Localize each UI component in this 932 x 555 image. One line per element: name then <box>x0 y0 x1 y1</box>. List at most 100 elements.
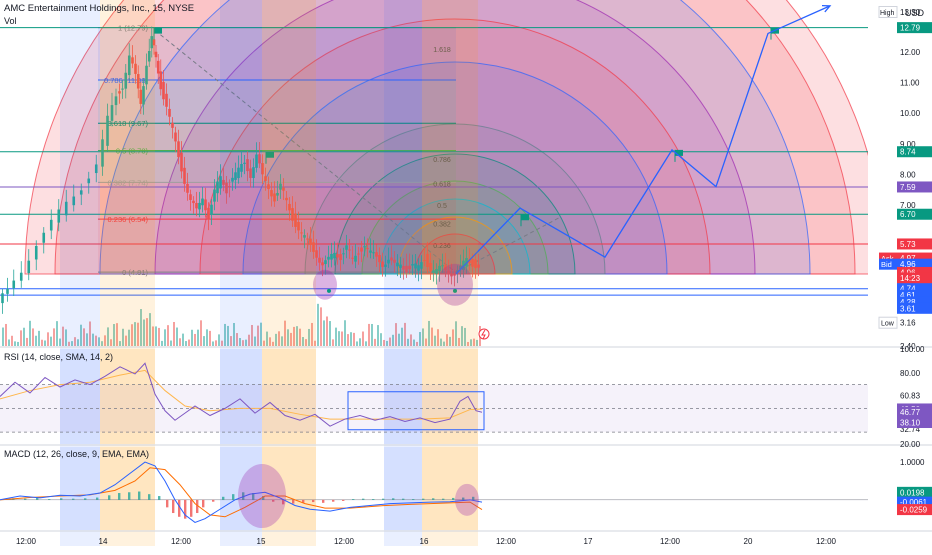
candle-body <box>228 186 231 188</box>
candle-body <box>110 105 114 121</box>
candle-body <box>387 259 390 264</box>
candle-body <box>420 262 423 269</box>
macd-histogram-bar <box>392 498 395 500</box>
macd-label-1: -0.0061 <box>900 498 928 507</box>
highlight-circle-1 <box>313 269 337 300</box>
low-tag-bg <box>878 316 898 329</box>
volume-bar <box>71 341 73 346</box>
volume-bar <box>260 322 262 346</box>
volume-bar <box>425 338 427 346</box>
candle-body <box>174 132 177 142</box>
fib-level-label-0: 1 (12.79) <box>118 24 149 33</box>
candle-body <box>231 177 234 182</box>
price-label-1: 8.74 <box>900 148 916 157</box>
candle-body <box>216 181 219 194</box>
macd-label-0: 0.0198 <box>900 488 925 497</box>
macd-histogram-bar <box>96 497 99 500</box>
time-tick-8: 12:00 <box>660 537 681 546</box>
volume-bar <box>206 329 208 346</box>
candle-body <box>438 265 441 272</box>
volume-bar <box>194 333 196 346</box>
volume-bar <box>467 341 469 346</box>
session-band-0 <box>60 0 100 546</box>
volume-bar <box>350 332 352 346</box>
candle-body <box>288 203 291 211</box>
macd-histogram-bar <box>262 496 265 500</box>
price-label-9-bg <box>897 283 932 295</box>
candle-body <box>255 154 258 168</box>
price-label-6: 4.96 <box>900 260 916 269</box>
volume-bar <box>446 334 448 346</box>
price-tick-4: 10.00 <box>900 109 921 118</box>
macd-histogram-bar <box>422 498 425 500</box>
volume-bar <box>266 331 268 346</box>
candle-body <box>192 200 195 204</box>
time-tick-7: 17 <box>584 537 593 546</box>
volume-bar <box>26 337 28 346</box>
fan-arc-label-0: 1.618 <box>433 47 451 54</box>
volume-bar <box>209 330 211 346</box>
candle-body <box>435 269 438 274</box>
candle-body <box>139 89 143 104</box>
volume-bar <box>161 340 163 346</box>
candle-body <box>327 256 330 260</box>
macd-histogram-bar <box>382 498 385 500</box>
volume-bar <box>197 329 199 346</box>
candle-body <box>42 232 46 243</box>
volume-bar <box>326 316 328 346</box>
volume-bar <box>332 339 334 346</box>
candle-body <box>213 189 216 202</box>
volume-bar <box>416 341 418 346</box>
time-tick-1: 14 <box>99 537 108 546</box>
volume-bar <box>314 340 316 346</box>
macd-histogram-bar <box>342 499 345 501</box>
volume-bar <box>422 328 424 346</box>
candle-body <box>411 264 414 266</box>
volume-bar <box>236 333 238 346</box>
volume-bar <box>29 320 31 346</box>
volume-bar <box>365 341 367 346</box>
macd-tick-0: 1.0000 <box>900 458 925 467</box>
candle-body <box>372 252 375 254</box>
candle-body <box>423 259 426 261</box>
candle-body <box>390 257 393 261</box>
macd-label-2-bg <box>897 504 932 516</box>
macd-signal-line <box>0 467 483 518</box>
volume-bar <box>317 303 319 346</box>
price-tick-7: 7.00 <box>900 201 916 210</box>
volume-bar <box>305 339 307 346</box>
volume-bar <box>122 328 124 346</box>
candle-body <box>381 261 384 267</box>
macd-band-3 <box>262 447 316 530</box>
volume-bar <box>311 322 313 346</box>
currency-label: USD <box>905 8 925 18</box>
candle-body <box>201 198 204 206</box>
volume-bar <box>77 339 79 346</box>
candle-body <box>243 162 246 164</box>
candle-body <box>324 260 327 265</box>
price-label-8-bg <box>897 272 932 284</box>
volume-bar <box>41 339 43 346</box>
macd-histogram-bar <box>402 498 405 500</box>
fib-fan-arc-5 <box>242 61 668 275</box>
rsi-tick-4: 20.00 <box>900 440 921 449</box>
macd-band-0 <box>60 447 100 530</box>
volume-bar <box>347 334 349 346</box>
candle-body <box>165 93 168 107</box>
price-label-12: 3.61 <box>900 304 916 313</box>
candle-body <box>12 280 16 289</box>
rsi-band-0 <box>60 349 100 444</box>
macd-histogram-bar <box>172 499 175 514</box>
price-label-9: 4.74 <box>900 285 916 294</box>
macd-label-0-bg <box>897 486 932 498</box>
volume-bar <box>461 326 463 346</box>
volume-bar <box>32 328 34 346</box>
volume-bar <box>329 321 331 346</box>
volume-bar <box>128 329 130 346</box>
candle-body <box>186 183 189 193</box>
candle-body <box>240 164 243 172</box>
candle-body <box>279 183 282 190</box>
time-tick-9: 20 <box>744 537 753 546</box>
candle-body <box>34 246 38 260</box>
